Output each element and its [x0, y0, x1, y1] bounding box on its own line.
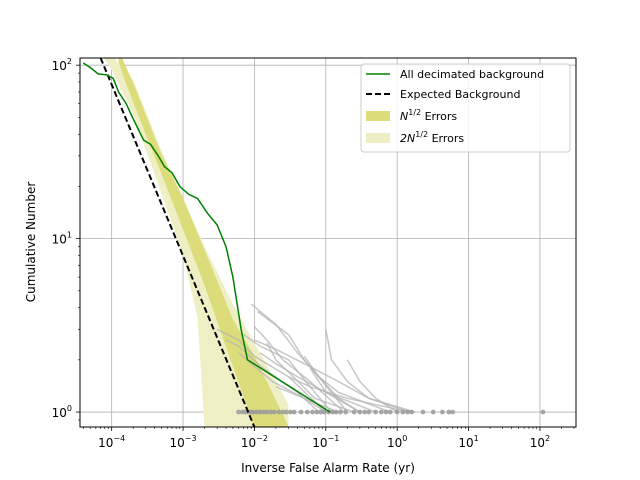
all-decimated-background-line — [82, 62, 331, 413]
expected-background-line — [99, 58, 256, 427]
decimated-background-line — [288, 376, 410, 413]
legend-label-expected: Expected Background — [400, 88, 520, 101]
band-n-errors — [118, 58, 289, 427]
plot-frame — [79, 57, 577, 428]
decimated-background-line — [259, 352, 376, 413]
legend-label-all-decimated: All decimated background — [400, 68, 544, 81]
loudest-event-point — [276, 409, 282, 415]
loudest-event-point — [271, 409, 277, 415]
decimated-background-line — [216, 328, 327, 413]
loudest-event-point — [540, 409, 546, 415]
x-tick-label: 100 — [387, 434, 407, 450]
loudest-event-point — [310, 409, 315, 415]
loudest-event-point — [291, 409, 297, 415]
legend-label-2n-errors: 2N1/2 Errors — [400, 130, 464, 145]
loudest-event-point — [321, 409, 327, 415]
y-tick-label: 101 — [52, 231, 72, 247]
loudest-event-point — [362, 409, 368, 415]
loudest-event-point — [378, 409, 384, 415]
decimated-background-line — [253, 326, 345, 413]
loudest-event-point — [440, 409, 445, 415]
loudest-event-point — [330, 409, 336, 415]
loudest-event-point — [383, 409, 389, 415]
decimated-background-line — [309, 367, 361, 413]
loudest-event-point — [357, 409, 363, 415]
loudest-event-point — [430, 409, 436, 415]
x-tick-label: 101 — [458, 434, 478, 450]
loudest-event-point — [343, 409, 349, 415]
loudest-event-point — [405, 409, 411, 415]
loudest-event-point — [420, 409, 426, 415]
axes-ticks: 10−4 10−3 10−2 10−1 100 101 102 100 101 102 — [52, 57, 575, 450]
loudest-event-point — [280, 409, 286, 415]
loudest-event-point — [394, 409, 400, 415]
legend-swatch-n-errors — [366, 111, 390, 121]
y-tick-label: 102 — [52, 57, 72, 73]
loudest-event-point — [257, 409, 263, 415]
x-axis-label: Inverse False Alarm Rate (yr) — [241, 461, 415, 475]
legend-swatch-2n-errors — [366, 133, 390, 143]
decimated-background-line — [275, 386, 327, 413]
loudest-event-point — [366, 409, 372, 415]
legend-box — [360, 63, 571, 153]
loudest-event-point — [446, 409, 452, 415]
legend-label-n-errors: N1/2 Errors — [400, 108, 457, 123]
data-layer — [82, 58, 546, 427]
loudest-event-point — [298, 409, 304, 415]
loudest-event-point — [351, 409, 357, 415]
legend: All decimated background Expected Backgr… — [360, 63, 571, 153]
loudest-event-point — [400, 409, 406, 415]
loudest-event-point — [333, 409, 339, 415]
loudest-event-point — [373, 409, 379, 415]
loudest-event-point — [283, 409, 289, 415]
x-tick-label: 10−1 — [312, 434, 339, 450]
y-axis-label: Cumulative Number — [24, 182, 38, 303]
x-tick-label: 10−2 — [241, 434, 268, 450]
loudest-event-point — [288, 409, 293, 415]
decimated-background-line — [254, 339, 416, 413]
x-tick-label: 10−4 — [98, 434, 125, 450]
loudest-event-point — [387, 409, 393, 415]
decimated-background-line — [346, 359, 398, 413]
loudest-event-point — [314, 409, 320, 415]
decimated-background-line — [256, 310, 348, 413]
x-tick-label: 102 — [530, 434, 550, 450]
loudest-event-point — [264, 409, 270, 415]
loudest-event-point — [318, 409, 324, 415]
loudest-event-point — [268, 409, 274, 415]
loudest-event-point — [409, 409, 415, 415]
loudest-event-point — [236, 409, 241, 415]
decimated-background-line — [242, 333, 333, 413]
loudest-event-point — [337, 409, 343, 415]
loudest-event-point — [304, 409, 310, 415]
loudest-event-point — [450, 409, 456, 415]
x-tick-label: 10−3 — [170, 434, 197, 450]
y-tick-label: 100 — [52, 404, 72, 420]
